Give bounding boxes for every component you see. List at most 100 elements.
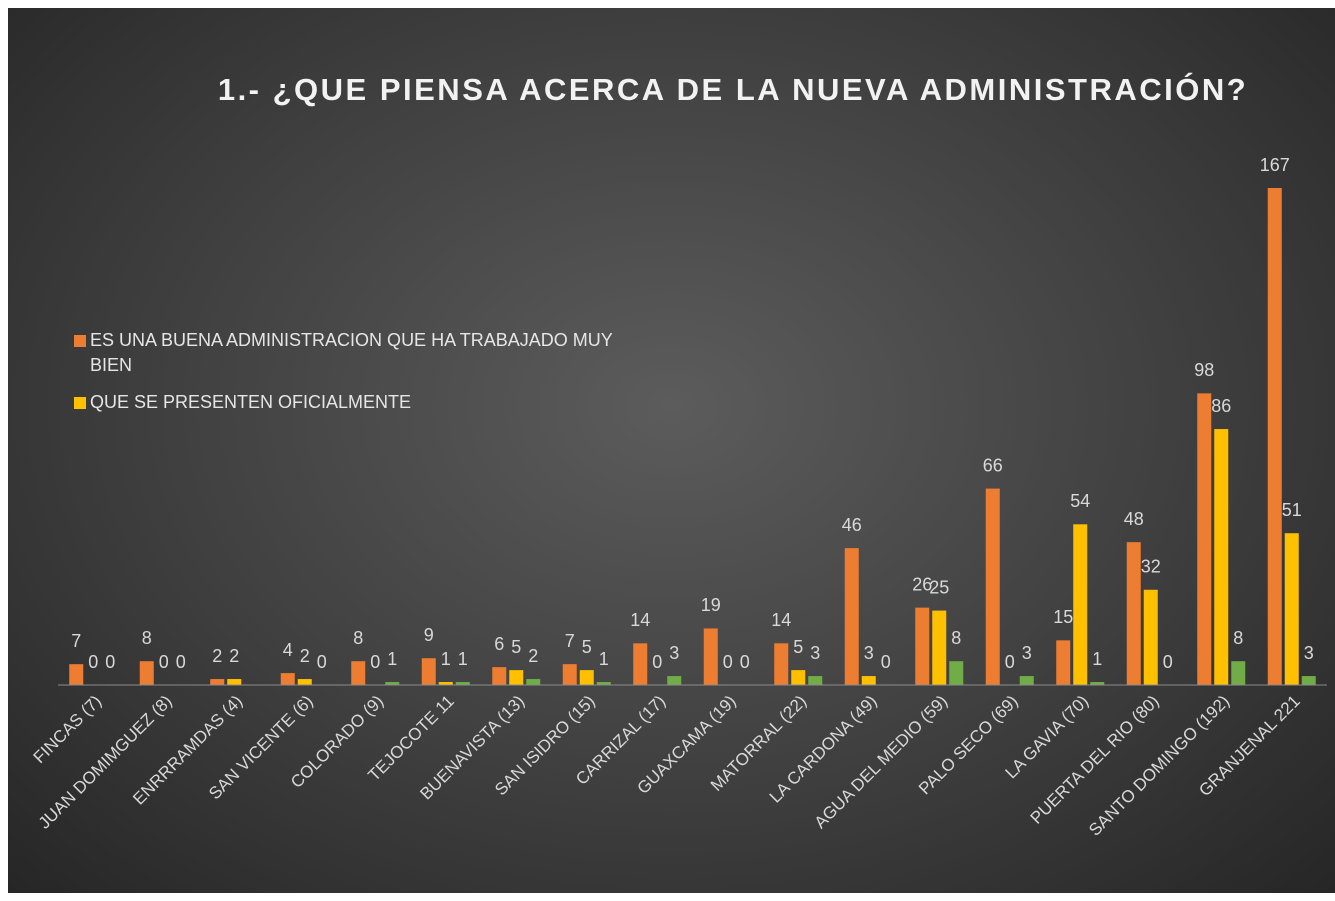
data-label: 26: [912, 574, 932, 594]
bar: [492, 667, 507, 685]
bar: [1231, 661, 1246, 685]
data-label: 54: [1070, 491, 1090, 511]
data-label: 0: [1163, 652, 1173, 672]
data-label: 0: [881, 652, 891, 672]
data-label: 0: [370, 652, 380, 672]
legend-swatch: [74, 397, 86, 409]
data-label: 1: [599, 649, 609, 669]
data-label: 0: [652, 652, 662, 672]
bar: [280, 673, 295, 685]
legend-item: ES UNA BUENA ADMINISTRACION QUE HA TRABA…: [74, 328, 654, 378]
bar: [227, 679, 242, 685]
bar: [1284, 533, 1299, 685]
data-label: 1: [458, 649, 468, 669]
bar: [915, 607, 930, 685]
data-label: 167: [1260, 155, 1290, 175]
data-label: 86: [1211, 396, 1231, 416]
x-tick-label: PUERTA DEL RIO (80): [1027, 692, 1163, 828]
bar: [351, 661, 366, 685]
bar: [1126, 542, 1141, 685]
data-label: 8: [142, 628, 152, 648]
chart-title: 1.- ¿QUE PIENSA ACERCA DE LA NUEVA ADMIN…: [218, 71, 1248, 107]
data-label: 8: [951, 628, 961, 648]
bar: [526, 679, 541, 685]
bar: [808, 676, 823, 685]
legend-label: ES UNA BUENA ADMINISTRACION QUE HA TRABA…: [90, 330, 613, 375]
bar: [791, 670, 806, 685]
data-label: 48: [1124, 509, 1144, 529]
data-label: 3: [1304, 643, 1314, 663]
data-label: 3: [810, 643, 820, 663]
data-label: 8: [1233, 628, 1243, 648]
x-tick-label: FINCAS (7): [30, 692, 106, 768]
data-label: 0: [176, 652, 186, 672]
bar: [861, 676, 876, 685]
data-label: 3: [1022, 643, 1032, 663]
legend: ES UNA BUENA ADMINISTRACION QUE HA TRABA…: [74, 328, 654, 427]
bar: [932, 610, 947, 685]
data-label: 0: [317, 652, 327, 672]
bar: [844, 548, 859, 685]
data-label: 6: [494, 634, 504, 654]
data-label: 98: [1194, 360, 1214, 380]
data-label: 0: [723, 652, 733, 672]
data-label: 2: [528, 646, 538, 666]
bar: [596, 682, 611, 685]
x-tick-label: AGUA DEL MEDIO (59): [811, 692, 952, 833]
bar: [1197, 393, 1212, 685]
bar: [579, 670, 594, 685]
x-tick-label: JUAN DOMIMGUEZ (8): [35, 692, 176, 833]
bar: [985, 488, 1000, 685]
data-label: 19: [701, 595, 721, 615]
data-label: 2: [229, 646, 239, 666]
data-label: 46: [842, 515, 862, 535]
data-label: 2: [212, 646, 222, 666]
bar: [1090, 682, 1105, 685]
bar: [949, 661, 964, 685]
data-label: 2: [300, 646, 310, 666]
bar: [1143, 589, 1158, 685]
data-label: 51: [1282, 500, 1302, 520]
bar: [297, 679, 312, 685]
bar: [385, 682, 400, 685]
bar: [509, 670, 524, 685]
bar: [210, 679, 225, 685]
data-label: 66: [983, 455, 1003, 475]
bar: [774, 643, 789, 685]
data-label: 8: [353, 628, 363, 648]
data-label: 32: [1141, 557, 1161, 577]
bar: [139, 661, 154, 685]
legend-swatch: [74, 335, 86, 347]
data-label: 14: [630, 610, 650, 630]
chart-area: 1.- ¿QUE PIENSA ACERCA DE LA NUEVA ADMIN…: [8, 8, 1335, 893]
bar: [69, 664, 84, 685]
data-label: 5: [511, 637, 521, 657]
bar: [455, 682, 470, 685]
data-label: 0: [105, 652, 115, 672]
bar: [1214, 429, 1229, 685]
bar: [438, 682, 453, 685]
data-label: 0: [88, 652, 98, 672]
data-label: 15: [1053, 607, 1073, 627]
bar: [562, 664, 577, 685]
chart: 1.- ¿QUE PIENSA ACERCA DE LA NUEVA ADMIN…: [30, 71, 1327, 840]
bar: [1056, 640, 1071, 685]
data-label: 0: [1005, 652, 1015, 672]
data-label: 0: [740, 652, 750, 672]
data-label: 1: [387, 649, 397, 669]
data-label: 1: [1092, 649, 1102, 669]
x-tick-label: SANTO DOMINGO (192): [1085, 692, 1233, 840]
data-label: 9: [424, 625, 434, 645]
bar: [1301, 676, 1316, 685]
data-label: 5: [793, 637, 803, 657]
data-label: 14: [771, 610, 791, 630]
data-label: 0: [159, 652, 169, 672]
bar: [667, 676, 682, 685]
bar: [1267, 188, 1282, 685]
legend-label: QUE SE PRESENTEN OFICIALMENTE: [90, 392, 412, 412]
bar: [1019, 676, 1034, 685]
bar: [703, 628, 718, 685]
data-label: 4: [283, 640, 293, 660]
data-label: 5: [582, 637, 592, 657]
data-label: 3: [864, 643, 874, 663]
